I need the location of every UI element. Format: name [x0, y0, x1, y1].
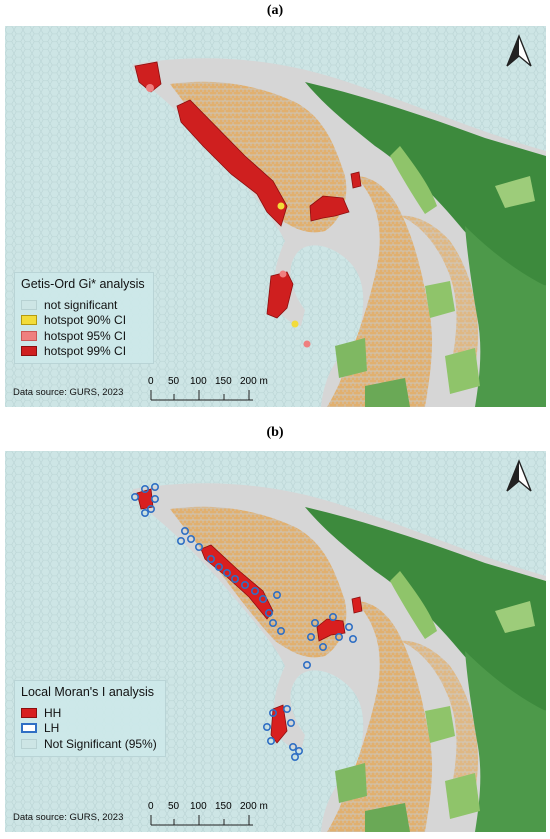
legend-b: Local Moran's I analysis HH LH Not Signi…: [14, 680, 166, 757]
panel-a-label: (a): [266, 3, 284, 18]
legend-item-lh: LH: [21, 721, 157, 737]
hotspot-hexagons-a: [134, 61, 362, 348]
scale-tick-100: 100: [190, 801, 207, 812]
scale-tick-200: 200 m: [240, 376, 268, 387]
buildings-b: [170, 506, 347, 658]
scale-tick-50: 50: [168, 801, 180, 812]
scale-tick-200: 200 m: [240, 801, 268, 812]
north-arrow-a: [504, 34, 534, 73]
map-panel-a: Getis-Ord Gi* analysis not significant h…: [5, 26, 546, 407]
legend-item-not-significant-95: Not Significant (95%): [21, 736, 157, 752]
buildings-a: [170, 81, 347, 233]
scale-tick-100: 100: [190, 376, 207, 387]
scale-tick-0: 0: [148, 801, 154, 812]
scale-tick-150: 150: [215, 376, 232, 387]
map-a-base: [5, 26, 546, 407]
data-source-a: Data source: GURS, 2023: [13, 387, 124, 398]
scale-bar-b: 0 50 100 150 200 m: [148, 801, 288, 831]
map-b-base: [5, 451, 546, 832]
scale-tick-150: 150: [215, 801, 232, 812]
legend-a: Getis-Ord Gi* analysis not significant h…: [14, 272, 154, 364]
data-source-b: Data source: GURS, 2023: [13, 812, 124, 823]
legend-title-b: Local Moran's I analysis: [21, 685, 155, 699]
map-panel-b: Local Moran's I analysis HH LH Not Signi…: [5, 451, 546, 832]
scale-tick-0: 0: [148, 376, 154, 387]
scale-bar-a: 0 50 100 150 200 m: [148, 376, 288, 406]
north-arrow-b: [504, 459, 534, 498]
scale-tick-50: 50: [168, 376, 180, 387]
legend-item-hotspot-95: hotspot 95% CI: [21, 328, 145, 344]
legend-item-hotspot-99: hotspot 99% CI: [21, 344, 145, 360]
panel-b-label: (b): [266, 425, 284, 440]
legend-item-hotspot-90: hotspot 90% CI: [21, 313, 145, 329]
lh-rings-b: [131, 482, 357, 761]
legend-item-hh: HH: [21, 705, 157, 721]
legend-title-a: Getis-Ord Gi* analysis: [21, 277, 145, 291]
legend-item-not-significant: not significant: [21, 297, 145, 313]
